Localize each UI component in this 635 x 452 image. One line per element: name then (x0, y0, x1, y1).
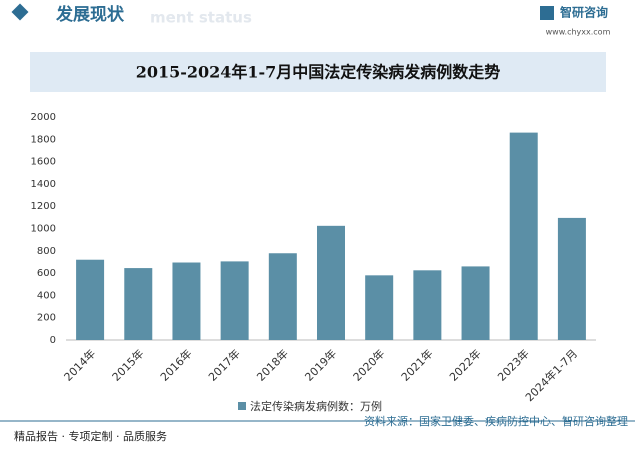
x-tick-label: 2017年 (205, 346, 242, 383)
header-icon (11, 3, 29, 21)
x-tick-label: 2014年 (61, 346, 98, 383)
y-tick-label: 400 (37, 290, 56, 301)
bar (268, 253, 297, 340)
y-tick-label: 1200 (31, 201, 56, 212)
footer-left: 精品报告 · 专项定制 · 品质服务 (14, 429, 167, 443)
x-tick-label: 2021年 (398, 346, 435, 383)
y-tick-label: 1400 (31, 179, 56, 190)
y-tick-label: 2000 (31, 112, 56, 123)
bar (557, 217, 586, 340)
y-tick-label: 800 (37, 246, 56, 257)
bar (172, 262, 201, 340)
url: www.chyxx.com (546, 28, 611, 37)
bar (509, 132, 538, 340)
y-tick-label: 0 (50, 335, 56, 346)
title-bar (30, 52, 606, 92)
y-tick-label: 600 (37, 268, 56, 279)
x-tick-label: 2018年 (254, 346, 291, 383)
x-tick-label: 2016年 (157, 346, 194, 383)
y-tick-label: 1600 (31, 157, 56, 168)
bar (76, 259, 105, 340)
bar (124, 268, 153, 340)
legend-swatch (238, 402, 246, 410)
bar (365, 275, 394, 340)
x-tick-label: 2024年1-7月 (522, 346, 580, 404)
x-tick-label: 2023年 (494, 346, 531, 383)
bar (413, 270, 442, 340)
legend-label: 法定传染病发病例数：万例 (250, 399, 382, 413)
chart-title: 2015-2024年1-7月中国法定传染病发病例数走势 (136, 63, 501, 82)
bar (220, 261, 249, 340)
y-tick-label: 1800 (31, 134, 56, 145)
bar (317, 225, 345, 340)
x-tick-label: 2020年 (350, 346, 387, 383)
x-tick-label: 2022年 (446, 346, 483, 383)
brand: 智研咨询 (559, 5, 608, 20)
source: 资料来源：国家卫健委、疾病防控中心、智研咨询整理 (364, 414, 628, 428)
x-tick-label: 2019年 (302, 346, 339, 383)
header-title: 发展现状 (55, 4, 125, 25)
logo (540, 6, 554, 20)
header-subtitle: ment status (150, 9, 252, 27)
y-tick-label: 200 (37, 313, 56, 324)
bar (461, 266, 490, 340)
x-tick-label: 2015年 (109, 346, 146, 383)
y-tick-label: 1000 (31, 224, 56, 235)
